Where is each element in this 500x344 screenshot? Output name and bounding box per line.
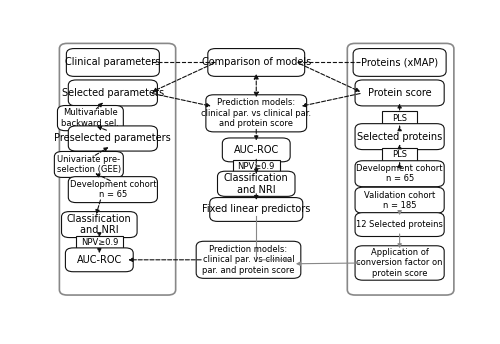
Text: Fixed linear predictors: Fixed linear predictors bbox=[202, 204, 310, 214]
Text: AUC-ROC: AUC-ROC bbox=[234, 145, 279, 155]
FancyBboxPatch shape bbox=[382, 111, 417, 125]
FancyBboxPatch shape bbox=[66, 248, 133, 272]
FancyBboxPatch shape bbox=[210, 197, 303, 222]
Text: NPV≥0.9: NPV≥0.9 bbox=[80, 238, 118, 247]
FancyBboxPatch shape bbox=[355, 80, 444, 106]
Text: Clinical parameters: Clinical parameters bbox=[65, 57, 160, 67]
FancyBboxPatch shape bbox=[233, 160, 280, 173]
Text: NPV≥0.9: NPV≥0.9 bbox=[238, 162, 275, 171]
FancyBboxPatch shape bbox=[62, 212, 137, 238]
FancyBboxPatch shape bbox=[222, 138, 290, 162]
Text: Univariate pre-
selection (GEE): Univariate pre- selection (GEE) bbox=[57, 155, 121, 174]
FancyBboxPatch shape bbox=[68, 80, 158, 106]
Text: Development cohort
n = 65: Development cohort n = 65 bbox=[70, 180, 156, 199]
Text: AUC-ROC: AUC-ROC bbox=[76, 255, 122, 265]
FancyBboxPatch shape bbox=[382, 148, 417, 161]
Text: Classification
and NRI: Classification and NRI bbox=[67, 214, 132, 235]
FancyBboxPatch shape bbox=[355, 213, 444, 236]
Text: Application of
conversion factor on
protein score: Application of conversion factor on prot… bbox=[356, 248, 443, 278]
Text: PLS: PLS bbox=[392, 114, 407, 122]
Text: Validation cohort
n = 185: Validation cohort n = 185 bbox=[364, 191, 435, 210]
Text: Prediction models:
clinical par. vs clinical par.
and protein score: Prediction models: clinical par. vs clin… bbox=[201, 98, 312, 128]
FancyBboxPatch shape bbox=[355, 246, 444, 280]
FancyBboxPatch shape bbox=[76, 236, 122, 249]
Text: 12 Selected proteins: 12 Selected proteins bbox=[356, 220, 443, 229]
FancyBboxPatch shape bbox=[66, 49, 160, 76]
Text: Comparison of models: Comparison of models bbox=[202, 57, 311, 67]
Text: PLS: PLS bbox=[392, 150, 407, 159]
FancyBboxPatch shape bbox=[355, 123, 444, 150]
FancyBboxPatch shape bbox=[68, 126, 158, 151]
Text: Preselected parameters: Preselected parameters bbox=[54, 133, 171, 143]
Text: Development cohort
n = 65: Development cohort n = 65 bbox=[356, 164, 443, 183]
FancyBboxPatch shape bbox=[208, 49, 304, 76]
Text: Proteins (xMAP): Proteins (xMAP) bbox=[361, 57, 438, 67]
Text: Selected proteins: Selected proteins bbox=[357, 132, 442, 142]
FancyBboxPatch shape bbox=[206, 95, 306, 132]
Text: Selected parameters: Selected parameters bbox=[62, 88, 164, 98]
FancyBboxPatch shape bbox=[58, 106, 124, 131]
FancyBboxPatch shape bbox=[54, 151, 124, 178]
FancyBboxPatch shape bbox=[355, 187, 444, 213]
FancyBboxPatch shape bbox=[68, 176, 158, 203]
FancyBboxPatch shape bbox=[196, 241, 301, 278]
Text: Prediction models:
clinical par. vs clinical
par. and protein score: Prediction models: clinical par. vs clin… bbox=[202, 245, 295, 275]
FancyBboxPatch shape bbox=[355, 161, 444, 187]
FancyBboxPatch shape bbox=[218, 171, 295, 196]
Text: Multivariable
backward sel.: Multivariable backward sel. bbox=[62, 108, 120, 128]
Text: Protein score: Protein score bbox=[368, 88, 432, 98]
Text: Classification
and NRI: Classification and NRI bbox=[224, 173, 288, 195]
FancyBboxPatch shape bbox=[353, 49, 446, 76]
